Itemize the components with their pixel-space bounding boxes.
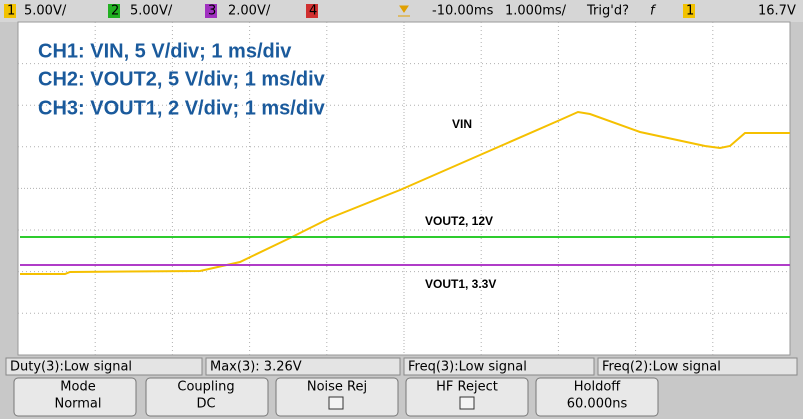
ch-scale: 5.00V/	[24, 4, 67, 19]
softkey-value: 60.000ns	[567, 397, 628, 412]
ch-number: 2	[111, 4, 119, 19]
delay: -10.00ms	[432, 4, 494, 19]
ch3-box	[205, 4, 217, 18]
softkey-label: Mode	[60, 380, 95, 395]
softkeys: Mode Normal Coupling DC Noise Rej HF Rej…	[13, 377, 659, 417]
checkbox	[328, 396, 344, 410]
softkey-label: Noise Rej	[307, 380, 367, 395]
measurement: Max(3): 3.26V	[210, 360, 302, 375]
measurement-box	[5, 357, 203, 376]
annotation: CH2: VOUT2, 5 V/div; 1 ms/div	[38, 68, 326, 90]
ch-scale: 2.00V/	[228, 4, 271, 19]
ch2-box	[108, 4, 120, 18]
trigger-slope: f	[650, 4, 657, 19]
softkey-label: HF Reject	[436, 380, 498, 395]
measurement-box	[597, 357, 798, 376]
trig-ch-box	[683, 4, 695, 18]
checkbox	[459, 396, 475, 410]
trigger-channel: 1	[686, 4, 694, 19]
status-bar	[0, 0, 803, 22]
ch-scale: 5.00V/	[130, 4, 173, 19]
trace-label: VIN	[452, 117, 472, 131]
trace-label: VOUT2, 12V	[425, 214, 493, 228]
softkey[interactable]	[535, 377, 659, 417]
trace-label: VOUT1, 3.3V	[425, 277, 496, 291]
softkey-value: Normal	[54, 397, 101, 412]
annotation: CH1: VIN, 5 V/div; 1 ms/div	[38, 40, 292, 62]
measurement: Freq(3):Low signal	[408, 360, 527, 375]
trigger-icon	[398, 5, 410, 17]
softkey-label: Coupling	[177, 380, 234, 395]
ch4-box	[306, 4, 318, 18]
annotation: CH3: VOUT1, 2 V/div; 1 ms/div	[38, 97, 326, 119]
measurement-box	[205, 357, 401, 376]
timebase: 1.000ms/	[505, 4, 567, 19]
ch-number: 4	[309, 4, 317, 19]
ch-number: 1	[7, 4, 15, 19]
trigger-level: 16.7V	[758, 4, 796, 19]
softkey-label: Holdoff	[574, 380, 622, 395]
ch1-box	[4, 4, 16, 18]
softkey[interactable]	[145, 377, 269, 417]
vin-trace	[20, 110, 790, 275]
softkey-value: DC	[196, 397, 215, 412]
ch-number: 3	[208, 4, 216, 19]
measurement-box	[403, 357, 595, 376]
measurement: Freq(2):Low signal	[602, 360, 721, 375]
softkey[interactable]	[13, 377, 137, 417]
measurement: Duty(3):Low signal	[10, 360, 132, 375]
trigger-status: Trig'd?	[586, 4, 629, 19]
